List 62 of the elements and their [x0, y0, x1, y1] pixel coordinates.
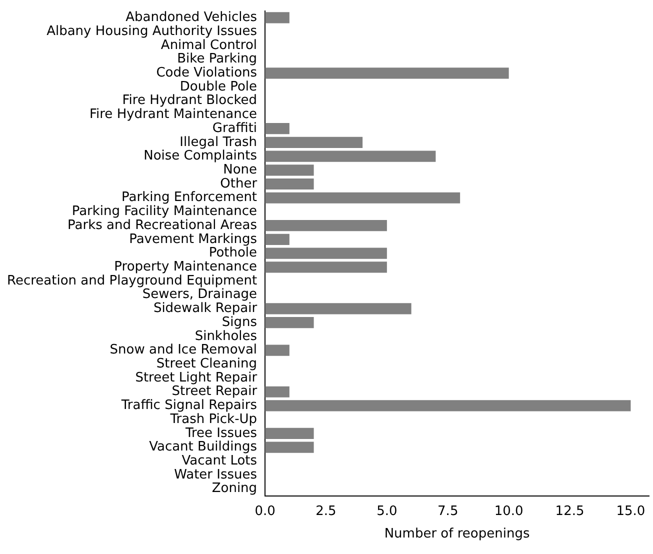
y-tick-label: Pavement Markings — [129, 232, 258, 247]
y-tick-label: Albany Housing Authority Issues — [46, 24, 258, 39]
y-tick-label: Sidewalk Repair — [153, 301, 258, 316]
y-tick-label: Code Violations — [156, 66, 258, 81]
y-tick-label: Other — [220, 176, 258, 192]
bar — [265, 150, 436, 162]
bar — [265, 136, 363, 148]
bar — [265, 344, 290, 356]
y-tick-label: Bike Parking — [177, 52, 258, 67]
x-tick-label: 12.5 — [555, 504, 584, 519]
y-tick-label: Animal Control — [160, 38, 258, 53]
bar — [265, 192, 460, 204]
y-tick-label: Street Light Repair — [135, 370, 258, 386]
bar — [265, 178, 314, 190]
y-tick-label: Vacant Buildings — [149, 440, 258, 455]
y-tick-label: Sinkholes — [194, 328, 258, 344]
y-tick-label: Pothole — [208, 246, 258, 261]
y-tick-label: Parking Facility Maintenance — [72, 204, 258, 220]
y-tick-label: None — [223, 162, 258, 178]
x-axis-title: Number of reopenings — [384, 526, 530, 542]
bar — [265, 220, 387, 232]
y-tick-label: Parks and Recreational Areas — [68, 218, 258, 233]
y-tick-label: Snow and Ice Removal — [110, 342, 258, 358]
y-tick-label: Graffiti — [212, 120, 258, 136]
y-tick-label: Traffic Signal Repairs — [120, 398, 258, 414]
bar — [265, 317, 314, 328]
y-tick-label: Water Issues — [174, 467, 258, 482]
x-tick-label: 0.0 — [254, 504, 276, 519]
y-tick-label: Fire Hydrant Maintenance — [89, 107, 258, 122]
bar — [265, 386, 290, 398]
bar — [265, 400, 631, 412]
y-tick-label: Signs — [222, 314, 258, 330]
x-tick-label: 7.5 — [438, 504, 458, 519]
y-tick-label: Recreation and Playground Equipment — [7, 273, 258, 288]
y-tick-label: Trash Pick-Up — [169, 412, 258, 427]
y-tick-label: Street Repair — [172, 384, 258, 400]
y-tick-label: Illegal Trash — [180, 134, 258, 150]
bar — [265, 123, 290, 134]
bar — [265, 248, 387, 259]
y-tick-label: Tree Issues — [184, 426, 258, 441]
x-tick-label: 10.0 — [494, 504, 524, 519]
y-tick-label: Vacant Lots — [182, 454, 258, 469]
y-tick-label: Fire Hydrant Blocked — [122, 93, 258, 108]
x-tick-label: 2.5 — [316, 504, 336, 519]
x-tick-label: 5.0 — [376, 504, 398, 519]
y-tick-label: Zoning — [212, 481, 258, 496]
y-tick-label: Sewers, Drainage — [142, 287, 258, 302]
bar — [265, 442, 314, 453]
y-tick-label: Noise Complaints — [144, 148, 258, 164]
x-tick-label: 15.0 — [616, 504, 646, 519]
y-tick-label: Abandoned Vehicles — [126, 10, 258, 26]
bar — [265, 12, 290, 24]
y-tick-label: Property Maintenance — [114, 260, 258, 275]
bar — [265, 428, 314, 439]
bar — [265, 303, 412, 314]
bar — [265, 164, 314, 176]
y-tick-label: Double Pole — [180, 79, 258, 94]
bar — [265, 68, 509, 79]
bar — [265, 262, 387, 273]
y-tick-label: Parking Enforcement — [122, 190, 258, 206]
y-tick-label: Street Cleaning — [156, 356, 258, 372]
bar — [265, 234, 290, 245]
